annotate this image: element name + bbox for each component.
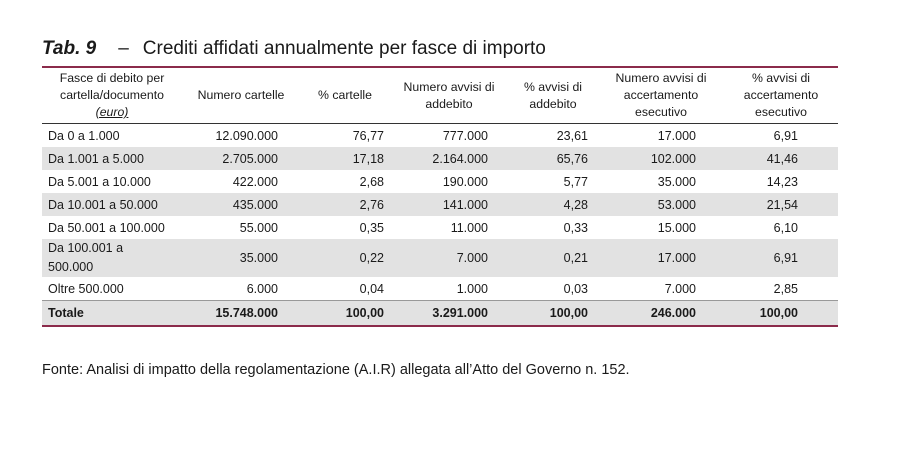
cell-pct-accertamento: 21,54 xyxy=(724,193,838,216)
row-label: Da 10.001 a 50.000 xyxy=(42,193,182,216)
cell-n-accertamento: 17.000 xyxy=(657,128,696,143)
row-label-line: Da 100.001 a xyxy=(48,241,124,255)
cell-pct-cartelle: 17,18 xyxy=(300,147,390,170)
source-note: Fonte: Analisi di impatto della regolame… xyxy=(42,362,630,378)
row-label: Da 100.001 a 500.000 xyxy=(42,239,182,277)
cell-pct-accertamento: 6,91 xyxy=(773,128,798,143)
cell-pct-addebito: 0,03 xyxy=(563,281,588,296)
cell-n-addebito: 1.000 xyxy=(456,281,488,296)
header-text: % avvisi di xyxy=(523,79,583,94)
cell-n-accertamento: 35.000 xyxy=(657,174,696,189)
cell-n-cartelle: 12.090.000 xyxy=(215,128,278,143)
header-text: Numero avvisi di xyxy=(615,71,707,85)
header-n-addebito: Numero avvisi di addebito xyxy=(390,66,508,124)
row-label-line: 500.000 xyxy=(48,260,94,274)
total-label: Totale xyxy=(42,300,182,327)
cell-n-cartelle: 6.000 xyxy=(246,281,278,296)
total-n-cartelle: 15.748.000 xyxy=(182,300,300,327)
header-text: accertamento xyxy=(623,88,699,102)
header-text: % avvisi di xyxy=(751,71,811,85)
total-n-accertamento: 246.000 xyxy=(598,300,724,327)
cell-n-cartelle: 422.000 xyxy=(232,174,278,189)
cell-n-addebito: 11.000 xyxy=(450,220,488,235)
header-text: Numero avvisi di xyxy=(403,79,495,94)
header-unit: (euro) xyxy=(95,105,129,119)
row-label: Da 50.001 a 100.000 xyxy=(48,220,165,235)
table-row: Da 0 a 1.000 12.090.000 76,77 777.000 23… xyxy=(42,124,838,148)
cell-pct-addebito: 23,61 xyxy=(556,128,588,143)
row-label: Da 1.001 a 5.000 xyxy=(42,147,182,170)
header-text: esecutivo xyxy=(755,105,807,119)
row-label: Oltre 500.000 xyxy=(48,281,124,296)
total-pct-cartelle: 100,00 xyxy=(300,300,390,327)
total-pct-addebito: 100,00 xyxy=(508,300,598,327)
cell-pct-accertamento: 14,23 xyxy=(766,174,798,189)
header-text: addebito xyxy=(529,96,577,111)
table-row: Oltre 500.000 6.000 0,04 1.000 0,03 7.00… xyxy=(42,277,838,301)
table-row: Da 10.001 a 50.000 435.000 2,76 141.000 … xyxy=(42,193,838,216)
header-n-cartelle: Numero cartelle xyxy=(182,66,300,124)
cell-pct-addebito: 0,33 xyxy=(563,220,588,235)
title-dash: – xyxy=(118,38,129,59)
header-text: esecutivo xyxy=(635,105,687,119)
cell-n-cartelle: 2.705.000 xyxy=(182,147,300,170)
table-caption: Crediti affidati annualmente per fasce d… xyxy=(142,38,546,59)
credits-table: Fasce di debito per cartella/documento (… xyxy=(42,66,838,327)
table-title: Tab. 9 – Crediti affidati annualmente pe… xyxy=(42,38,546,60)
cell-n-cartelle: 435.000 xyxy=(182,193,300,216)
cell-pct-addebito: 0,21 xyxy=(508,239,598,277)
header-debt-range: Fasce di debito per cartella/documento (… xyxy=(42,66,182,124)
header-text: addebito xyxy=(425,96,473,111)
cell-n-addebito: 141.000 xyxy=(390,193,508,216)
cell-pct-accertamento: 6,91 xyxy=(724,239,838,277)
cell-pct-cartelle: 2,68 xyxy=(359,174,384,189)
cell-pct-accertamento: 41,46 xyxy=(724,147,838,170)
cell-pct-addebito: 5,77 xyxy=(563,174,588,189)
header-text: cartella/documento xyxy=(60,88,164,102)
header-pct-accertamento: % avvisi di accertamento esecutivo xyxy=(724,66,838,124)
cell-n-addebito: 2.164.000 xyxy=(390,147,508,170)
total-pct-accertamento: 100,00 xyxy=(724,300,838,327)
cell-n-cartelle: 35.000 xyxy=(182,239,300,277)
table-number: Tab. 9 xyxy=(42,38,97,59)
cell-n-addebito: 7.000 xyxy=(390,239,508,277)
header-text: Fasce di debito per xyxy=(59,71,165,85)
total-row: Totale 15.748.000 100,00 3.291.000 100,0… xyxy=(42,300,838,327)
header-text: accertamento xyxy=(743,88,819,102)
cell-pct-accertamento: 6,10 xyxy=(773,220,798,235)
row-label: Da 0 a 1.000 xyxy=(48,128,120,143)
cell-pct-cartelle: 0,22 xyxy=(300,239,390,277)
header-pct-cartelle: % cartelle xyxy=(300,66,390,124)
cell-n-addebito: 777.000 xyxy=(442,128,488,143)
cell-pct-cartelle: 0,04 xyxy=(359,281,384,296)
table-row: Da 50.001 a 100.000 55.000 0,35 11.000 0… xyxy=(42,216,838,239)
cell-pct-cartelle: 76,77 xyxy=(352,128,384,143)
cell-pct-cartelle: 2,76 xyxy=(300,193,390,216)
cell-pct-addebito: 4,28 xyxy=(508,193,598,216)
header-pct-addebito: % avvisi di addebito xyxy=(508,66,598,124)
cell-n-accertamento: 53.000 xyxy=(598,193,724,216)
cell-n-accertamento: 102.000 xyxy=(598,147,724,170)
header-row: Fasce di debito per cartella/documento (… xyxy=(42,66,838,124)
cell-n-accertamento: 7.000 xyxy=(664,281,696,296)
row-label: Da 5.001 a 10.000 xyxy=(48,174,151,189)
cell-n-accertamento: 15.000 xyxy=(657,220,696,235)
table-row: Da 1.001 a 5.000 2.705.000 17,18 2.164.0… xyxy=(42,147,838,170)
total-n-addebito: 3.291.000 xyxy=(390,300,508,327)
cell-n-addebito: 190.000 xyxy=(442,174,488,189)
cell-pct-cartelle: 0,35 xyxy=(359,220,384,235)
table-row: Da 5.001 a 10.000 422.000 2,68 190.000 5… xyxy=(42,170,838,193)
cell-n-cartelle: 55.000 xyxy=(239,220,278,235)
header-n-accertamento: Numero avvisi di accertamento esecutivo xyxy=(598,66,724,124)
cell-pct-accertamento: 2,85 xyxy=(773,281,798,296)
cell-pct-addebito: 65,76 xyxy=(508,147,598,170)
cell-n-accertamento: 17.000 xyxy=(598,239,724,277)
table-row: Da 100.001 a 500.000 35.000 0,22 7.000 0… xyxy=(42,239,838,277)
